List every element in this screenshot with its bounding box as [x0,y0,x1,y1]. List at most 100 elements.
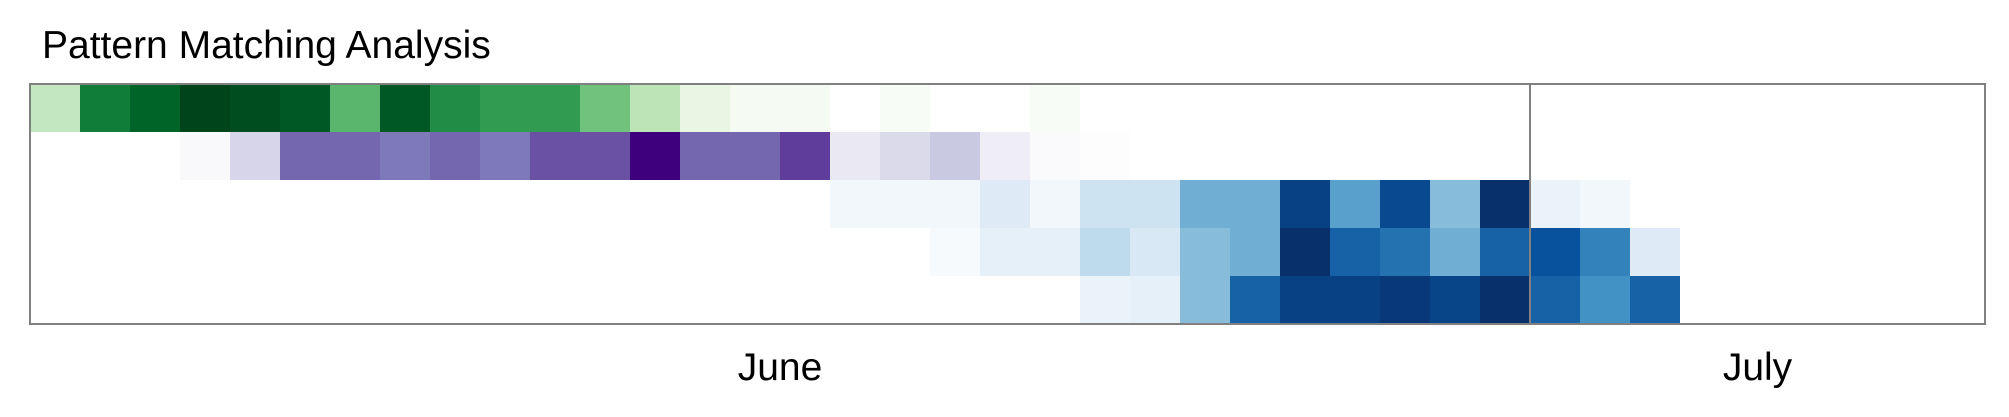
heatmap-cell [880,228,931,277]
heatmap-cell [480,276,531,325]
heatmap-cell [1330,228,1381,277]
heatmap-cell [1530,276,1581,325]
heatmap-cell [1680,228,1731,277]
heatmap-cell [1230,228,1281,277]
heatmap-cell [780,276,831,325]
heatmap-cell [1480,276,1531,325]
heatmap-cell [380,180,431,229]
heatmap-cell [1430,84,1481,133]
heatmap-cell [730,132,781,181]
heatmap-cell [1180,132,1231,181]
heatmap-cell [630,132,681,181]
heatmap-cell [230,276,281,325]
heatmap-cell [480,132,531,181]
heatmap-cell [180,132,231,181]
heatmap-cell [1280,180,1331,229]
heatmap-cell [1780,276,1831,325]
heatmap-cell [830,228,881,277]
heatmap-cell [80,180,131,229]
heatmap-cell [1380,180,1431,229]
heatmap-cell [1930,228,1981,277]
heatmap-cell [930,84,981,133]
heatmap-cell [880,276,931,325]
heatmap-cell [180,276,231,325]
heatmap-cell [1230,84,1281,133]
heatmap-cell [1430,228,1481,277]
heatmap-cell [730,84,781,133]
heatmap-cell [530,180,581,229]
heatmap-cell [1480,180,1531,229]
heatmap-cell [1630,180,1681,229]
heatmap-cell [830,180,881,229]
heatmap-cell [580,276,631,325]
heatmap-cell [1480,228,1531,277]
heatmap-cell [80,276,131,325]
heatmap-cell [1880,84,1931,133]
heatmap-cell [1280,276,1331,325]
heatmap-cell [630,180,681,229]
month-label: June [738,346,823,389]
heatmap-cell [480,180,531,229]
heatmap-cell [80,228,131,277]
heatmap-cell [330,180,381,229]
heatmap-cell [1380,228,1431,277]
heatmap-cell [530,276,581,325]
heatmap-cell [780,132,831,181]
heatmap-cell [980,132,1031,181]
heatmap-cell [1830,180,1881,229]
heatmap-cell [780,84,831,133]
heatmap-cell [1230,180,1281,229]
heatmap-cell [680,180,731,229]
heatmap-cell [280,132,331,181]
heatmap-cell [80,132,131,181]
heatmap-cell [180,228,231,277]
heatmap-cell [980,228,1031,277]
heatmap-cell [1630,276,1681,325]
heatmap-cell [1180,180,1231,229]
heatmap-cell [1130,84,1181,133]
heatmap-cell [930,276,981,325]
heatmap-cell [1030,228,1081,277]
heatmap-cell [1280,228,1331,277]
heatmap-cell [280,276,331,325]
heatmap-cell [1730,84,1781,133]
heatmap-cell [430,132,481,181]
heatmap-cell [930,180,981,229]
heatmap-cell [130,132,181,181]
heatmap-cell [1430,276,1481,325]
heatmap-cell [380,132,431,181]
heatmap-cell [1330,132,1381,181]
heatmap-cell [830,84,881,133]
heatmap-cell [580,132,631,181]
heatmap-cell [280,84,331,133]
heatmap-cell [380,228,431,277]
heatmap-cell [480,84,531,133]
heatmap-cell [1580,228,1631,277]
heatmap-cell [230,84,281,133]
heatmap-cell [1680,276,1731,325]
heatmap-cell [530,132,581,181]
heatmap-cell [1830,276,1881,325]
heatmap-cell [1880,276,1931,325]
heatmap-cell [30,84,81,133]
heatmap-cell [930,228,981,277]
heatmap-cell [780,180,831,229]
heatmap-cell [1530,132,1581,181]
heatmap-cell [230,228,281,277]
heatmap-cell [1330,84,1381,133]
heatmap-cell [430,84,481,133]
heatmap-cell [680,276,731,325]
heatmap-cell [230,132,281,181]
heatmap-cell [1130,180,1181,229]
heatmap-cell [580,84,631,133]
heatmap-cell [780,228,831,277]
heatmap-cell [1680,84,1731,133]
heatmap-cell [1130,276,1181,325]
heatmap-cell [630,228,681,277]
heatmap-cell [30,132,81,181]
month-labels: June July [738,346,1793,389]
heatmap-cell [1930,84,1981,133]
heatmap-cell [380,84,431,133]
heatmap-cell [830,276,881,325]
heatmap-cell [1780,228,1831,277]
